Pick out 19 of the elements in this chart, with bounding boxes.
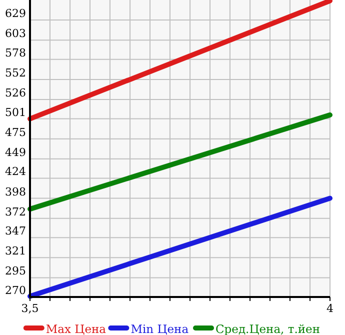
y-tick-label: 398 (5, 185, 26, 198)
y-tick-label: 270 (5, 284, 26, 297)
legend-label: Max Цена (46, 322, 106, 335)
x-tick-label: 4 (326, 302, 334, 315)
y-tick-label: 321 (5, 244, 26, 258)
y-tick-label: 501 (5, 106, 26, 119)
legend-label: Min Цена (130, 322, 189, 335)
y-tick-label: 526 (5, 86, 26, 100)
y-tick-label: 295 (5, 264, 26, 278)
y-tick-label: 424 (5, 165, 26, 178)
y-tick-label: 475 (5, 126, 26, 139)
y-tick-label: 347 (5, 224, 26, 238)
y-tick-label: 372 (5, 205, 26, 218)
y-tick-label: 578 (5, 46, 26, 60)
y-tick-label: 603 (5, 27, 26, 40)
y-tick-label: 449 (5, 146, 26, 159)
y-tick-label: 629 (5, 7, 26, 20)
x-tick-label: 3,5 (21, 302, 39, 315)
y-tick-label: 552 (5, 66, 26, 80)
